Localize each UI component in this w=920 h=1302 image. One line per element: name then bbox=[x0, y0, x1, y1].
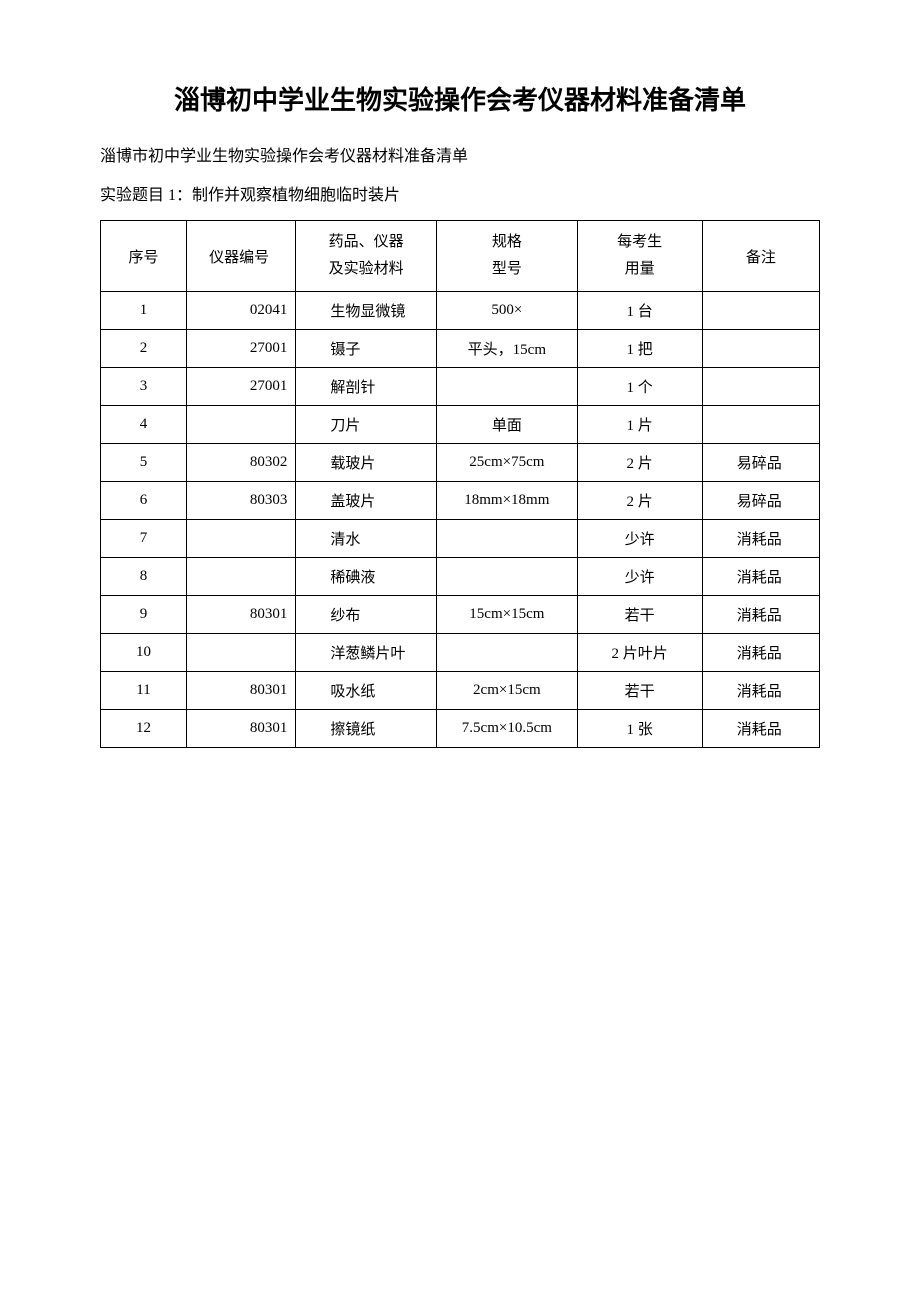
table-body: 102041生物显微镜500×1 台 227001镊子平头，15cm1 把 32… bbox=[101, 292, 820, 748]
cell-code: 02041 bbox=[186, 292, 295, 330]
cell-spec bbox=[437, 368, 578, 406]
cell-spec: 18mm×18mm bbox=[437, 482, 578, 520]
cell-note: 消耗品 bbox=[702, 520, 819, 558]
cell-code: 80303 bbox=[186, 482, 295, 520]
cell-code bbox=[186, 520, 295, 558]
table-row: 1280301擦镜纸7.5cm×10.5cm1 张消耗品 bbox=[101, 710, 820, 748]
table-row: 227001镊子平头，15cm1 把 bbox=[101, 330, 820, 368]
cell-spec: 7.5cm×10.5cm bbox=[437, 710, 578, 748]
cell-note bbox=[702, 406, 819, 444]
table-row: 680303盖玻片18mm×18mm2 片易碎品 bbox=[101, 482, 820, 520]
table-row: 580302载玻片25cm×75cm2 片易碎品 bbox=[101, 444, 820, 482]
experiment-title: 实验题目 1：制作并观察植物细胞临时装片 bbox=[100, 181, 820, 205]
cell-material: 稀碘液 bbox=[296, 558, 437, 596]
cell-qty: 若干 bbox=[577, 596, 702, 634]
cell-note bbox=[702, 330, 819, 368]
table-row: 8 稀碘液 少许消耗品 bbox=[101, 558, 820, 596]
cell-code bbox=[186, 634, 295, 672]
table-row: 10 洋葱鳞片叶 2 片叶片消耗品 bbox=[101, 634, 820, 672]
cell-spec: 平头，15cm bbox=[437, 330, 578, 368]
cell-seq: 8 bbox=[101, 558, 187, 596]
table-row: 980301纱布15cm×15cm若干消耗品 bbox=[101, 596, 820, 634]
page-title: 淄博初中学业生物实验操作会考仪器材料准备清单 bbox=[100, 80, 820, 117]
header-spec: 规格型号 bbox=[437, 221, 578, 292]
cell-material: 纱布 bbox=[296, 596, 437, 634]
cell-material: 生物显微镜 bbox=[296, 292, 437, 330]
table-row: 7 清水 少许消耗品 bbox=[101, 520, 820, 558]
cell-code: 80301 bbox=[186, 710, 295, 748]
cell-seq: 11 bbox=[101, 672, 187, 710]
cell-code: 80301 bbox=[186, 672, 295, 710]
cell-material: 镊子 bbox=[296, 330, 437, 368]
cell-qty: 少许 bbox=[577, 558, 702, 596]
table-row: 4 刀片单面1 片 bbox=[101, 406, 820, 444]
cell-material: 载玻片 bbox=[296, 444, 437, 482]
cell-note bbox=[702, 368, 819, 406]
cell-seq: 10 bbox=[101, 634, 187, 672]
cell-code: 27001 bbox=[186, 330, 295, 368]
cell-note: 消耗品 bbox=[702, 558, 819, 596]
cell-spec bbox=[437, 520, 578, 558]
header-qty: 每考生用量 bbox=[577, 221, 702, 292]
subtitle: 淄博市初中学业生物实验操作会考仪器材料准备清单 bbox=[100, 142, 820, 166]
header-code: 仪器编号 bbox=[186, 221, 295, 292]
table-row: 102041生物显微镜500×1 台 bbox=[101, 292, 820, 330]
cell-code bbox=[186, 558, 295, 596]
header-material: 药品、仪器及实验材料 bbox=[296, 221, 437, 292]
cell-qty: 2 片叶片 bbox=[577, 634, 702, 672]
cell-spec: 15cm×15cm bbox=[437, 596, 578, 634]
header-note: 备注 bbox=[702, 221, 819, 292]
cell-material: 吸水纸 bbox=[296, 672, 437, 710]
cell-material: 洋葱鳞片叶 bbox=[296, 634, 437, 672]
cell-material: 擦镜纸 bbox=[296, 710, 437, 748]
cell-seq: 9 bbox=[101, 596, 187, 634]
cell-spec: 2cm×15cm bbox=[437, 672, 578, 710]
cell-qty: 1 把 bbox=[577, 330, 702, 368]
cell-seq: 1 bbox=[101, 292, 187, 330]
cell-code: 27001 bbox=[186, 368, 295, 406]
cell-note bbox=[702, 292, 819, 330]
cell-note: 易碎品 bbox=[702, 444, 819, 482]
cell-seq: 7 bbox=[101, 520, 187, 558]
cell-seq: 2 bbox=[101, 330, 187, 368]
cell-note: 消耗品 bbox=[702, 596, 819, 634]
cell-note: 消耗品 bbox=[702, 634, 819, 672]
table-row: 327001解剖针 1 个 bbox=[101, 368, 820, 406]
cell-seq: 3 bbox=[101, 368, 187, 406]
cell-qty: 1 片 bbox=[577, 406, 702, 444]
cell-seq: 4 bbox=[101, 406, 187, 444]
cell-material: 解剖针 bbox=[296, 368, 437, 406]
cell-note: 消耗品 bbox=[702, 710, 819, 748]
cell-qty: 少许 bbox=[577, 520, 702, 558]
cell-code bbox=[186, 406, 295, 444]
cell-qty: 2 片 bbox=[577, 444, 702, 482]
cell-material: 盖玻片 bbox=[296, 482, 437, 520]
cell-qty: 1 张 bbox=[577, 710, 702, 748]
cell-spec: 单面 bbox=[437, 406, 578, 444]
cell-spec bbox=[437, 634, 578, 672]
cell-spec: 25cm×75cm bbox=[437, 444, 578, 482]
header-seq: 序号 bbox=[101, 221, 187, 292]
table-row: 1180301吸水纸2cm×15cm若干消耗品 bbox=[101, 672, 820, 710]
cell-note: 易碎品 bbox=[702, 482, 819, 520]
cell-seq: 5 bbox=[101, 444, 187, 482]
cell-code: 80302 bbox=[186, 444, 295, 482]
equipment-table: 序号 仪器编号 药品、仪器及实验材料 规格型号 每考生用量 备注 102041生… bbox=[100, 220, 820, 748]
cell-qty: 1 个 bbox=[577, 368, 702, 406]
cell-qty: 1 台 bbox=[577, 292, 702, 330]
cell-code: 80301 bbox=[186, 596, 295, 634]
cell-material: 刀片 bbox=[296, 406, 437, 444]
cell-spec bbox=[437, 558, 578, 596]
cell-qty: 若干 bbox=[577, 672, 702, 710]
cell-seq: 12 bbox=[101, 710, 187, 748]
cell-note: 消耗品 bbox=[702, 672, 819, 710]
cell-spec: 500× bbox=[437, 292, 578, 330]
table-header-row: 序号 仪器编号 药品、仪器及实验材料 规格型号 每考生用量 备注 bbox=[101, 221, 820, 292]
cell-material: 清水 bbox=[296, 520, 437, 558]
cell-qty: 2 片 bbox=[577, 482, 702, 520]
cell-seq: 6 bbox=[101, 482, 187, 520]
